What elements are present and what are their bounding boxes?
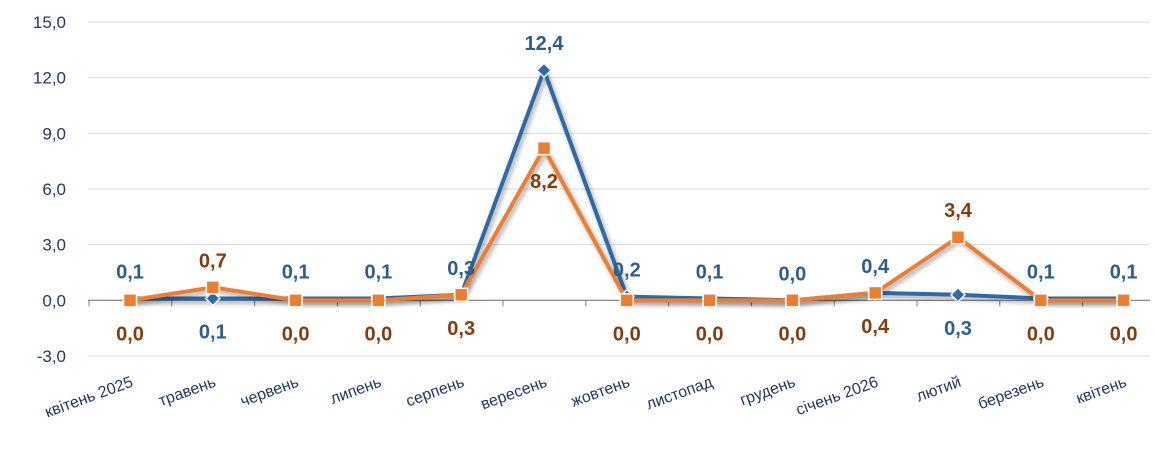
data-label: 0,1 [1110,261,1138,283]
data-label: 0,4 [861,316,890,338]
x-tick-label: лютий [914,374,963,406]
data-label: 12,4 [525,33,565,55]
x-tick-label: липень [328,374,384,408]
series-2-point [288,293,303,308]
x-tick-label: квітень [1074,374,1129,408]
data-label: 0,3 [447,258,475,280]
data-label: 8,2 [530,171,558,193]
data-label: 0,1 [282,261,310,283]
x-tick-label: січень 2026 [794,374,881,419]
y-tick-label: 3,0 [42,236,66,255]
series-1-point [204,290,221,307]
x-tick-label: жовтень [569,374,632,411]
series-1-point [949,286,967,303]
data-label: 0,0 [1027,323,1055,345]
data-label: 0,0 [778,263,806,285]
x-tick-label: червень [238,374,301,411]
data-label: 0,1 [199,321,227,343]
y-tick-label: -3,0 [37,347,66,366]
data-label: 0,3 [447,318,475,340]
x-tick-label: травень [156,374,218,410]
series-1-point [535,62,553,79]
x-tick-label: березень [976,374,1046,413]
series-2-point [536,140,552,156]
data-label: 0,7 [199,250,227,272]
data-label: 0,4 [861,256,890,278]
data-label: 0,0 [364,323,392,345]
y-tick-label: 0,0 [42,291,66,310]
series-2-point [950,229,966,245]
x-tick-label: листопад [644,374,715,414]
series-2-point [453,287,469,303]
gridlines [88,21,1150,357]
x-tick-label: квітень 2025 [43,374,136,422]
y-tick-label: 6,0 [42,180,66,199]
x-axis: квітень 2025 травень червень липень серпень в… [43,299,1150,422]
series-2-point [702,293,717,308]
series-2-point [122,293,138,308]
series-2-point [867,285,883,301]
series-2-point [1033,293,1049,308]
series-2-point [1116,293,1131,308]
y-tick-label: 15,0 [33,13,66,32]
data-label: 0,1 [364,261,392,283]
series-2-point [785,293,800,308]
data-label: 0,3 [944,318,972,340]
data-label: 0,0 [613,323,641,345]
data-label: 0,0 [116,323,144,345]
data-label: 0,2 [613,260,641,282]
data-label: 3,4 [944,200,973,222]
series-2-point [371,293,386,308]
data-label: 0,0 [282,323,310,345]
data-label: 0,1 [696,261,724,283]
y-axis: -3,0 0,0 3,0 6,0 9,0 12,0 15,0 [33,13,66,366]
data-label: 0,0 [696,323,724,345]
data-labels: 0,1 0,0 0,7 0,1 0,1 0,0 0,1 0,0 0,3 0,3 12,4 8,2 0,2… [116,33,1137,345]
data-label: 0,1 [1027,261,1055,283]
x-tick-label: вересень [479,374,550,414]
data-label: 0,0 [778,323,806,345]
data-label: 0,0 [1110,323,1138,345]
y-tick-label: 9,0 [42,124,66,143]
x-tick-label: грудень [738,374,798,410]
data-label: 0,1 [116,261,144,283]
y-tick-label: 12,0 [33,69,66,88]
series-group [121,62,1132,309]
x-tick-label: серпень [404,374,467,411]
series-2-point [205,280,221,295]
series-2-point [619,293,635,308]
